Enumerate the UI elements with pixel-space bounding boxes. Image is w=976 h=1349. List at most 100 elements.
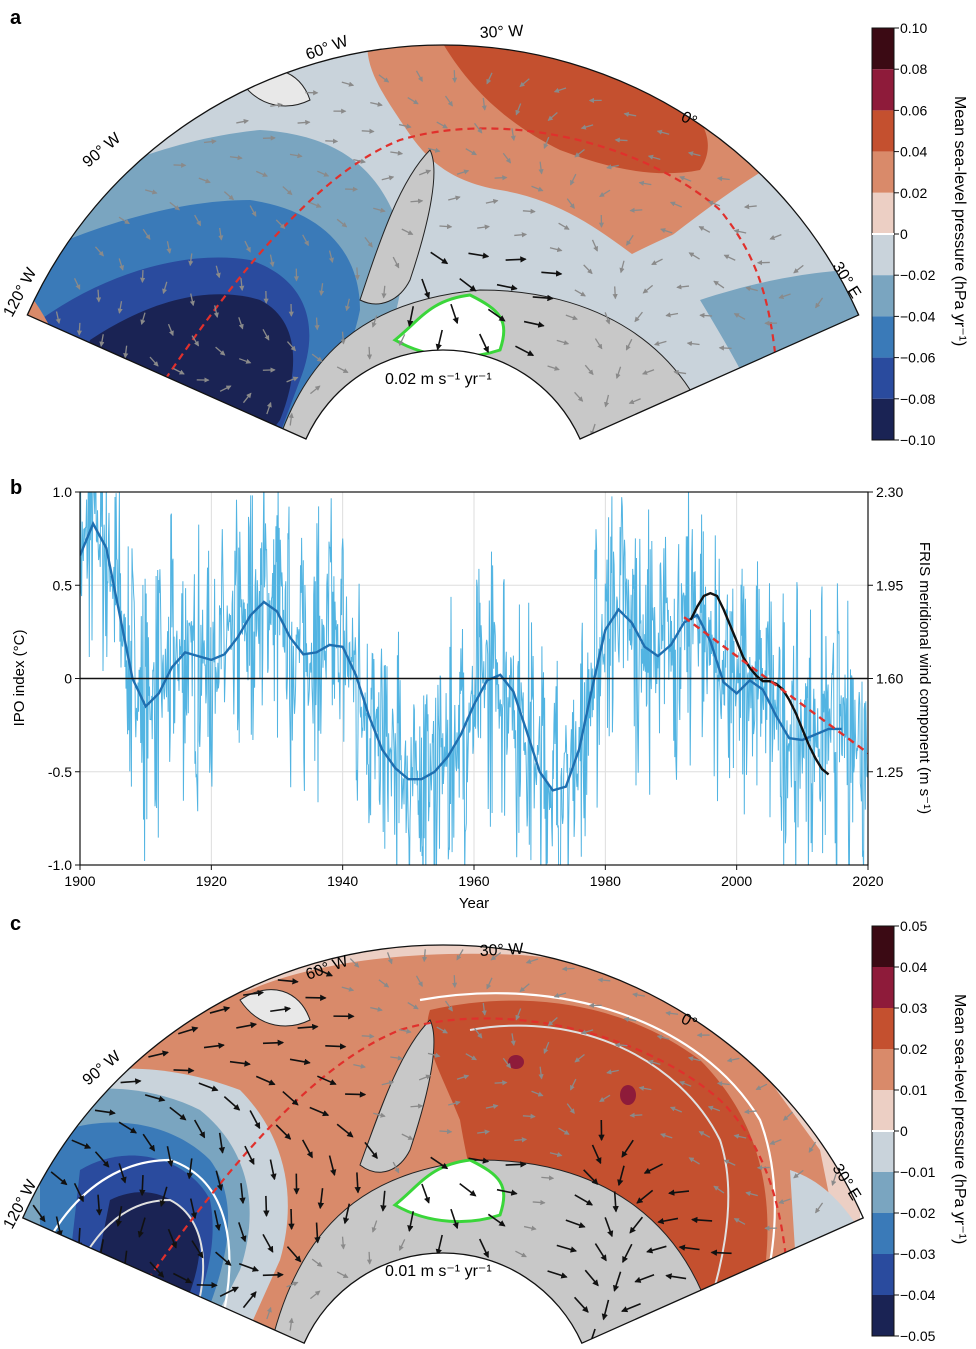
- wind-vector: [198, 1082, 219, 1092]
- wind-vector: [638, 180, 652, 186]
- wind-vector: [591, 239, 598, 252]
- wind-vector: [553, 87, 567, 93]
- wind-vector: [623, 111, 637, 118]
- wind-vector: [421, 1183, 430, 1204]
- wind-vector: [580, 1029, 594, 1035]
- wind-vector: [354, 1172, 361, 1194]
- colorbar-tick-label: −0.02: [900, 1205, 936, 1221]
- colorbar-bin: [872, 234, 894, 276]
- wind-vector: [743, 204, 757, 210]
- wind-vector: [490, 952, 502, 961]
- panel-b: b 1900 1920 1940 1960 1980 2000 2020 1.0 0.5 0 -0.…: [10, 477, 933, 912]
- wind-vector: [487, 1213, 506, 1227]
- wind-vector: [137, 1217, 146, 1238]
- wind-vector: [561, 966, 575, 972]
- wind-vector: [629, 1112, 643, 1118]
- wind-vector: [523, 1225, 537, 1231]
- wind-vector: [459, 1182, 477, 1197]
- wind-vector: [547, 1270, 568, 1279]
- wind-vector: [634, 1273, 655, 1283]
- wind-vector: [612, 286, 618, 300]
- wind-vector: [236, 1022, 258, 1029]
- wind-vector: [381, 1080, 395, 1086]
- wind-vector: [255, 1075, 276, 1086]
- wind-vector: [629, 207, 643, 213]
- wind-vector: [194, 214, 202, 227]
- wind-vector: [289, 153, 303, 159]
- colorbar-tick-label: −0.03: [900, 1246, 936, 1262]
- wind-vector: [556, 1244, 578, 1253]
- panel-c-ice-edge: [99, 1017, 792, 1344]
- wind-vector: [638, 1085, 652, 1091]
- wind-vector: [439, 223, 453, 230]
- wind-vector: [474, 1027, 483, 1039]
- wind-vector: [519, 983, 530, 993]
- wind-vector: [244, 1145, 255, 1165]
- wind-vector: [614, 137, 628, 143]
- wind-vector: [514, 232, 528, 238]
- wind-vector: [615, 366, 622, 380]
- wind-vector: [94, 246, 104, 257]
- wind-vector: [364, 236, 373, 248]
- wind-vector: [723, 254, 736, 261]
- wind-vector: [450, 1208, 459, 1230]
- wind-vector: [302, 234, 309, 247]
- colorbar-bin: [872, 926, 894, 967]
- wind-vector: [439, 1128, 453, 1135]
- wind-vector: [580, 124, 594, 130]
- wind-vector: [678, 1244, 700, 1251]
- wind-vector: [242, 392, 252, 404]
- wind-vector: [515, 103, 522, 116]
- wind-vector: [565, 314, 578, 321]
- wind-vector: [547, 1017, 558, 1026]
- wind-vector: [263, 1195, 270, 1217]
- wind-vector: [213, 1210, 221, 1231]
- wind-vector: [505, 256, 527, 263]
- wind-vector: [123, 345, 129, 359]
- colorbar-tick-label: 0.06: [900, 102, 927, 118]
- wind-vector: [793, 1169, 804, 1179]
- map-c-south-america-tip: [239, 989, 311, 1027]
- wind-vector: [459, 277, 477, 292]
- wind-vector: [743, 1109, 757, 1115]
- colorbar-bin: [872, 1049, 894, 1090]
- wind-vector: [266, 401, 272, 415]
- wind-vector: [277, 978, 299, 985]
- wind-vector: [656, 129, 670, 135]
- wind-vector: [707, 1105, 721, 1112]
- wind-vector: [118, 216, 130, 225]
- wind-vector: [541, 270, 563, 277]
- wind-vector: [584, 1269, 599, 1287]
- wind-vector: [687, 1056, 701, 1062]
- colorbar-tick-label: −0.06: [900, 350, 936, 366]
- wind-vector: [558, 1127, 570, 1135]
- wind-vector: [538, 161, 544, 175]
- wind-vector: [142, 228, 151, 240]
- wind-vector: [646, 1245, 667, 1254]
- x-axis-label: Year: [459, 895, 489, 912]
- colorbar-tick-label: 0.02: [900, 185, 927, 201]
- wind-vector: [218, 1132, 225, 1154]
- wind-vector: [621, 1303, 641, 1313]
- colorbar-bin: [872, 1090, 894, 1131]
- map-c-contour-2: [469, 1024, 730, 1331]
- wind-vector: [167, 1228, 177, 1249]
- wind-vector: [173, 367, 185, 375]
- wind-vector: [399, 334, 406, 346]
- colorbar-bin: [872, 1295, 894, 1336]
- colorbar-bin: [872, 192, 894, 234]
- wind-vector: [215, 265, 221, 279]
- wind-vector: [698, 226, 711, 233]
- wind-vector: [430, 251, 449, 265]
- wind-vector: [353, 158, 366, 164]
- wind-vector: [547, 112, 558, 121]
- wind-vector: [415, 975, 423, 988]
- wind-vector: [399, 1239, 406, 1251]
- wind-vector: [401, 1133, 414, 1140]
- wind-vector: [679, 175, 692, 182]
- wind-vector: [769, 1139, 782, 1145]
- wind-vector: [398, 1028, 412, 1034]
- wind-vector: [665, 1273, 687, 1280]
- panel-a-colorbar-title: Mean sea-level pressure (hPa yr⁻¹): [951, 96, 968, 346]
- wind-vector: [166, 1146, 174, 1167]
